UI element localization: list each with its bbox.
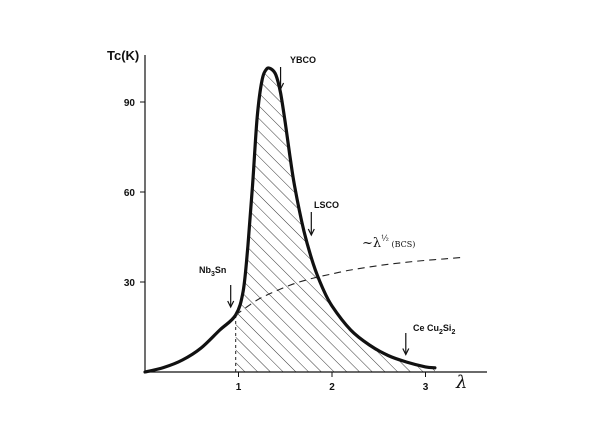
x-axis-title: λ xyxy=(455,372,467,393)
y-tick-label: 60 xyxy=(124,188,136,199)
annotation-nb3sn: Nb3Sn xyxy=(199,265,226,278)
annotation-ybco: YBCO xyxy=(290,55,316,65)
series-layer xyxy=(143,66,463,374)
x-tick-label: 2 xyxy=(329,382,335,393)
x-tick-label: 1 xyxy=(236,382,242,393)
lsco-arrow xyxy=(307,212,315,237)
y-tick-label: 30 xyxy=(124,278,136,289)
x-ticks: 1 2 3 xyxy=(236,372,429,393)
y-ticks: 30 60 90 xyxy=(124,98,145,289)
y-axis-title: Tc(K) xyxy=(107,48,139,63)
annotation-lsco: LSCO xyxy=(314,200,339,210)
y-tick-label: 90 xyxy=(124,98,136,109)
plot-area: 1 2 3 30 60 90 xyxy=(124,55,487,393)
bcs-label: ~λ½ (BCS) xyxy=(362,234,415,251)
cecu2si2-arrow xyxy=(402,333,410,356)
x-tick-label: 3 xyxy=(423,382,429,393)
bcs-curve xyxy=(235,256,463,316)
hatched-region xyxy=(235,67,435,372)
ybco-arrow xyxy=(277,67,285,91)
annotation-arrows xyxy=(227,67,410,356)
nb3sn-arrow xyxy=(227,285,235,309)
tc-curve xyxy=(143,66,437,374)
annotation-cecu2si2: Ce Cu2Si2 xyxy=(413,323,455,336)
